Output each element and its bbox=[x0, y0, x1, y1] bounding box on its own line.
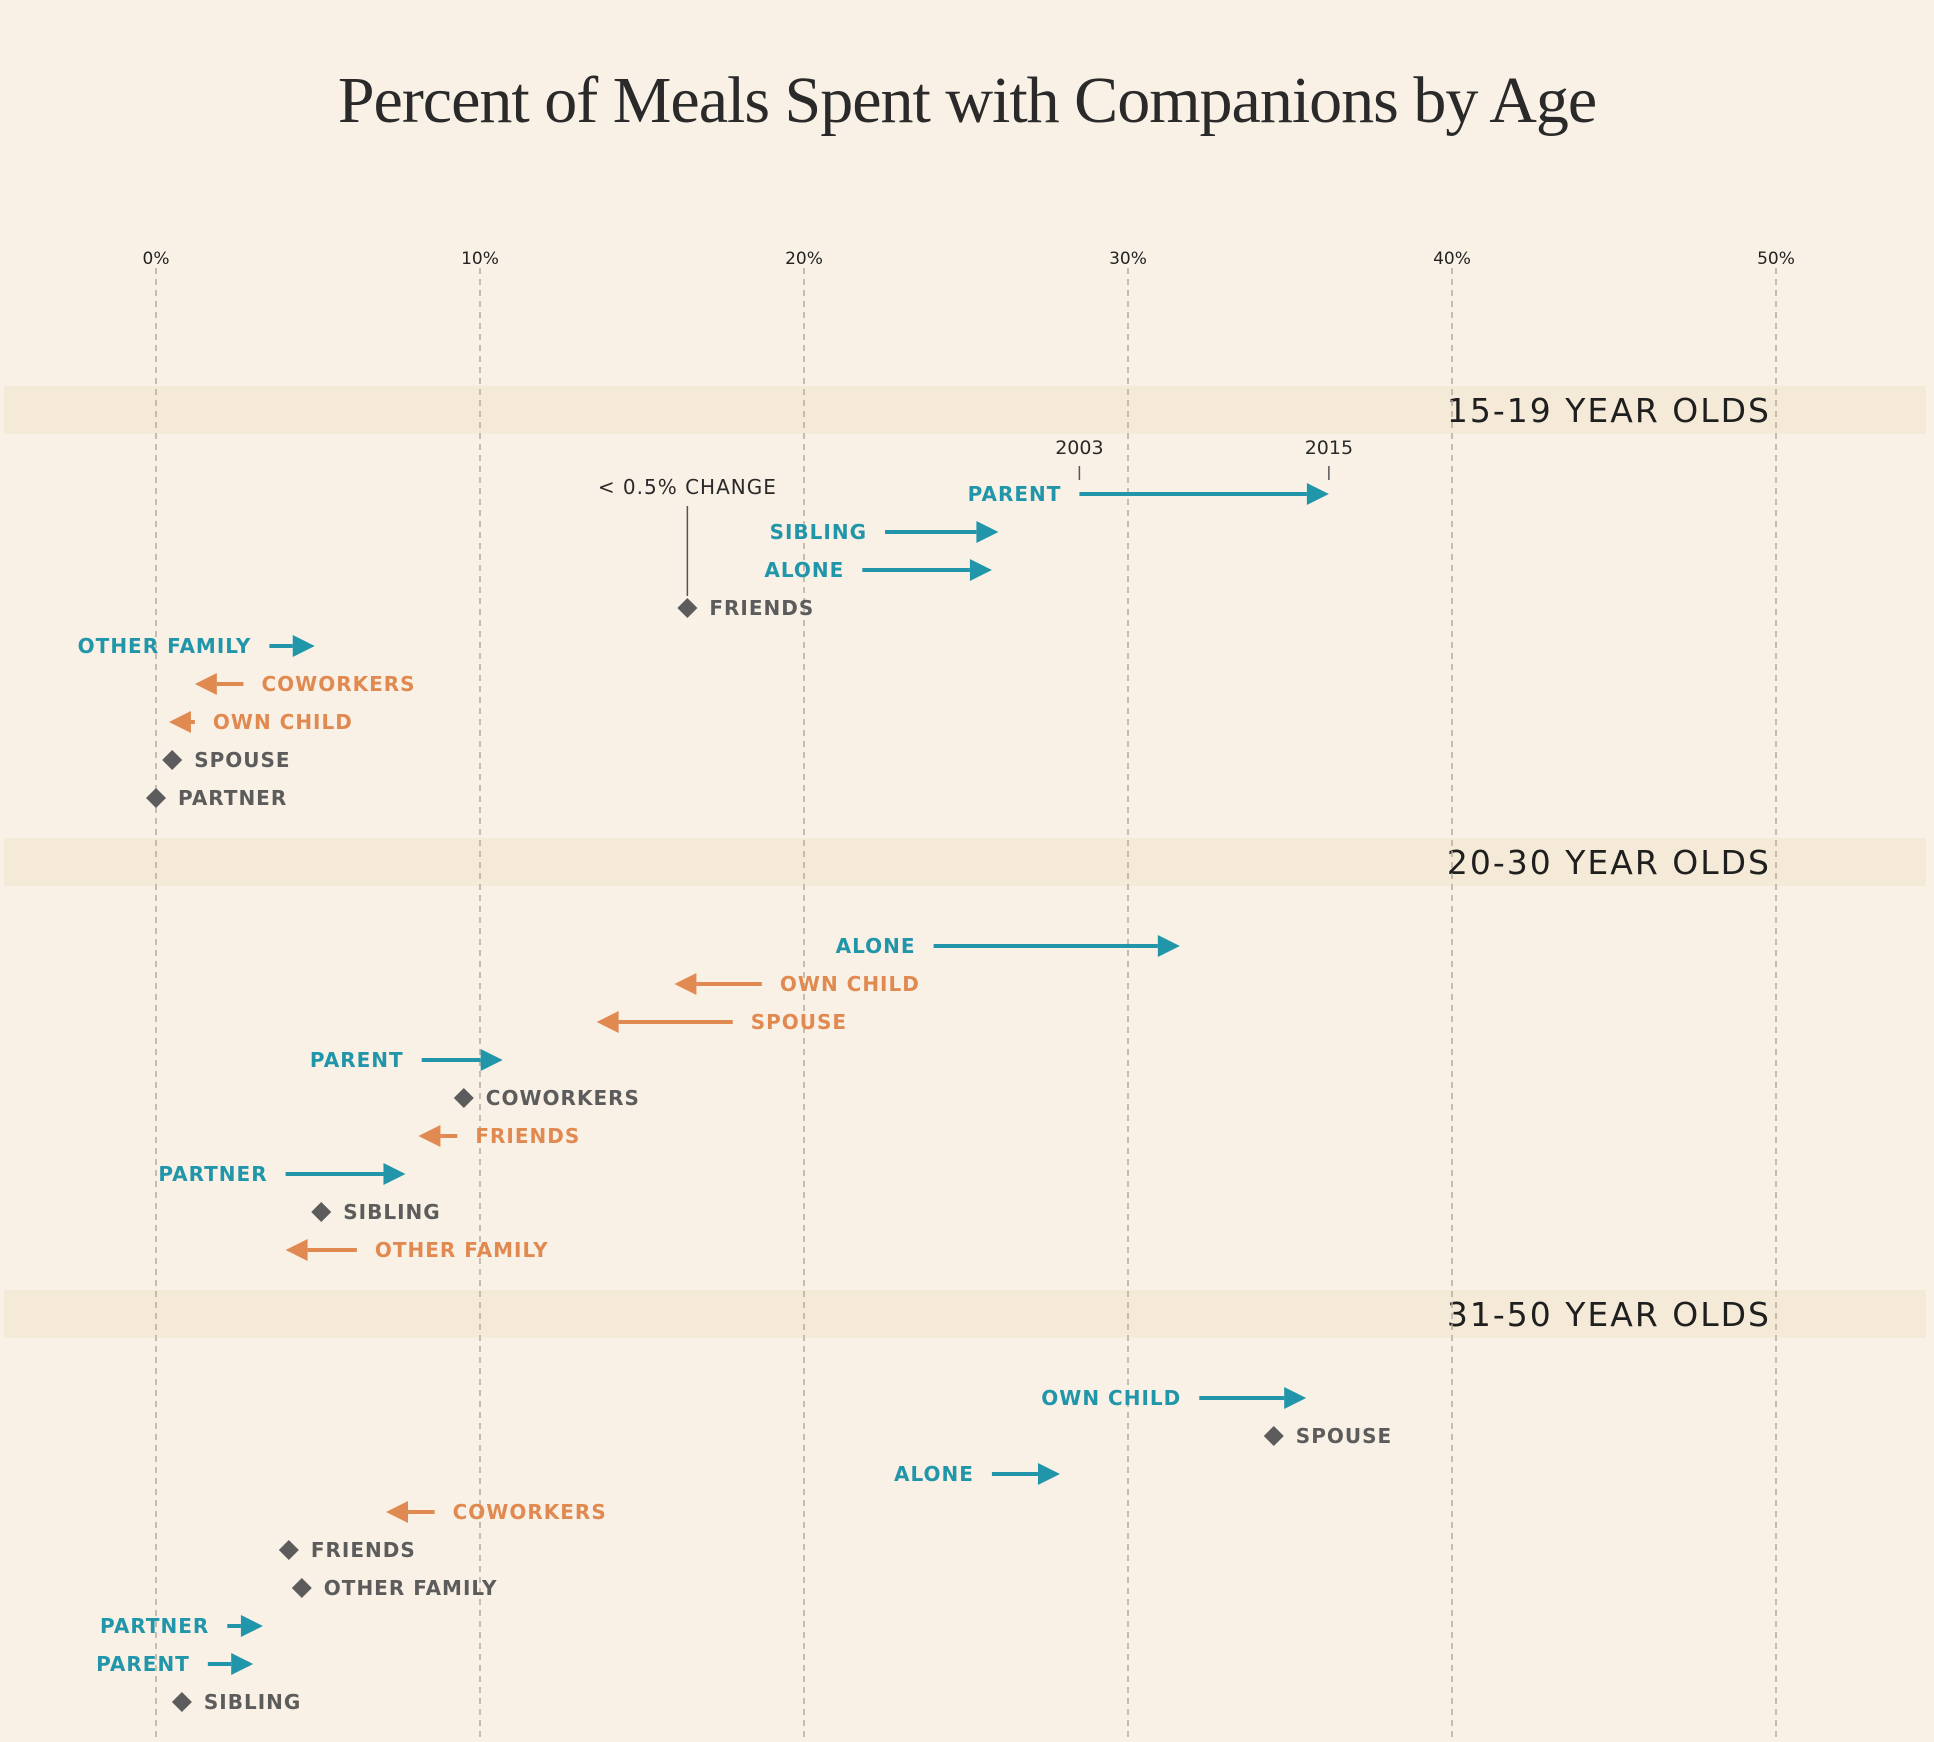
no-change-marker bbox=[1263, 1426, 1284, 1446]
row-label: PARENT bbox=[310, 1048, 404, 1072]
no-change-marker bbox=[453, 1088, 474, 1108]
group-bands: 15-19 YEAR OLDS 20-30 YEAR OLDS 31-50 YEAR… bbox=[4, 386, 1926, 1338]
row-label: OWN CHILD bbox=[780, 972, 920, 996]
no-change-marker bbox=[171, 1692, 192, 1712]
grid-lines bbox=[155, 268, 1777, 1742]
row-label: OTHER FAMILY bbox=[324, 1576, 498, 1600]
row-label: SPOUSE bbox=[194, 748, 290, 772]
row-label: SPOUSE bbox=[751, 1010, 847, 1034]
group-label: 15-19 YEAR OLDS bbox=[1447, 391, 1771, 430]
row-label: OWN CHILD bbox=[1041, 1386, 1181, 1410]
legend-end-year: 2015 bbox=[1305, 437, 1353, 459]
row-label: SIBLING bbox=[770, 520, 867, 544]
chart-legend: 2003 2015 < 0.5% CHANGE bbox=[598, 437, 1353, 596]
x-axis-ticks: 0% 10% 20% 30% 40% 50% bbox=[143, 249, 1795, 269]
decrease-arrowhead bbox=[285, 1239, 308, 1261]
row-label: PARENT bbox=[96, 1652, 190, 1676]
x-tick-label: 0% bbox=[143, 249, 170, 269]
decrease-arrowhead bbox=[674, 973, 697, 995]
x-tick-label: 30% bbox=[1109, 249, 1147, 269]
increase-arrowhead bbox=[292, 635, 315, 657]
no-change-marker bbox=[677, 598, 698, 618]
x-tick-label: 40% bbox=[1433, 249, 1471, 269]
chart-title: Percent of Meals Spent with Companions b… bbox=[338, 64, 1596, 137]
increase-arrowhead bbox=[240, 1615, 263, 1637]
group-label: 31-50 YEAR OLDS bbox=[1447, 1295, 1771, 1334]
row-label: COWORKERS bbox=[486, 1086, 640, 1110]
increase-arrowhead bbox=[1284, 1387, 1307, 1409]
row-label: FRIENDS bbox=[709, 596, 814, 620]
x-tick-label: 50% bbox=[1757, 249, 1795, 269]
x-tick-label: 20% bbox=[785, 249, 823, 269]
increase-arrowhead bbox=[969, 559, 992, 581]
increase-arrowhead bbox=[1157, 935, 1180, 957]
increase-arrowhead bbox=[231, 1653, 254, 1675]
group-label: 20-30 YEAR OLDS bbox=[1447, 843, 1771, 882]
row-label: SIBLING bbox=[204, 1690, 301, 1714]
legend-start-year: 2003 bbox=[1055, 437, 1103, 459]
row-label: ALONE bbox=[894, 1462, 974, 1486]
row-label: PARTNER bbox=[158, 1162, 267, 1186]
decrease-arrowhead bbox=[168, 711, 191, 733]
group-band bbox=[4, 1290, 1926, 1338]
row-label: FRIENDS bbox=[475, 1124, 580, 1148]
decrease-arrowhead bbox=[596, 1011, 619, 1033]
decrease-arrowhead bbox=[194, 673, 217, 695]
row-label: COWORKERS bbox=[261, 672, 415, 696]
x-tick-label: 10% bbox=[461, 249, 499, 269]
row-label: PARENT bbox=[968, 482, 1062, 506]
no-change-marker bbox=[291, 1578, 312, 1598]
chart-marks: PARENT SIBLING ALONE FRIENDS OTHER FAMILY COW… bbox=[78, 482, 1392, 1714]
row-label: SPOUSE bbox=[1296, 1424, 1392, 1448]
group-band bbox=[4, 386, 1926, 434]
no-change-note: < 0.5% CHANGE bbox=[598, 475, 777, 499]
group-band bbox=[4, 838, 1926, 886]
increase-arrowhead bbox=[976, 521, 999, 543]
decrease-arrowhead bbox=[418, 1125, 441, 1147]
row-label: OTHER FAMILY bbox=[375, 1238, 549, 1262]
increase-arrowhead bbox=[1306, 483, 1329, 505]
increase-arrowhead bbox=[1037, 1463, 1060, 1485]
no-change-marker bbox=[278, 1540, 299, 1560]
row-label: PARTNER bbox=[178, 786, 287, 810]
row-label: ALONE bbox=[764, 558, 844, 582]
no-change-marker bbox=[311, 1202, 332, 1222]
no-change-marker bbox=[162, 750, 183, 770]
increase-arrowhead bbox=[383, 1163, 406, 1185]
decrease-arrowhead bbox=[386, 1501, 409, 1523]
row-label: PARTNER bbox=[100, 1614, 209, 1638]
row-label: SIBLING bbox=[343, 1200, 440, 1224]
increase-arrowhead bbox=[480, 1049, 503, 1071]
row-label: ALONE bbox=[836, 934, 916, 958]
row-label: COWORKERS bbox=[453, 1500, 607, 1524]
no-change-marker bbox=[146, 788, 166, 808]
row-label: OWN CHILD bbox=[213, 710, 353, 734]
row-label: FRIENDS bbox=[311, 1538, 416, 1562]
row-label: OTHER FAMILY bbox=[78, 634, 252, 658]
